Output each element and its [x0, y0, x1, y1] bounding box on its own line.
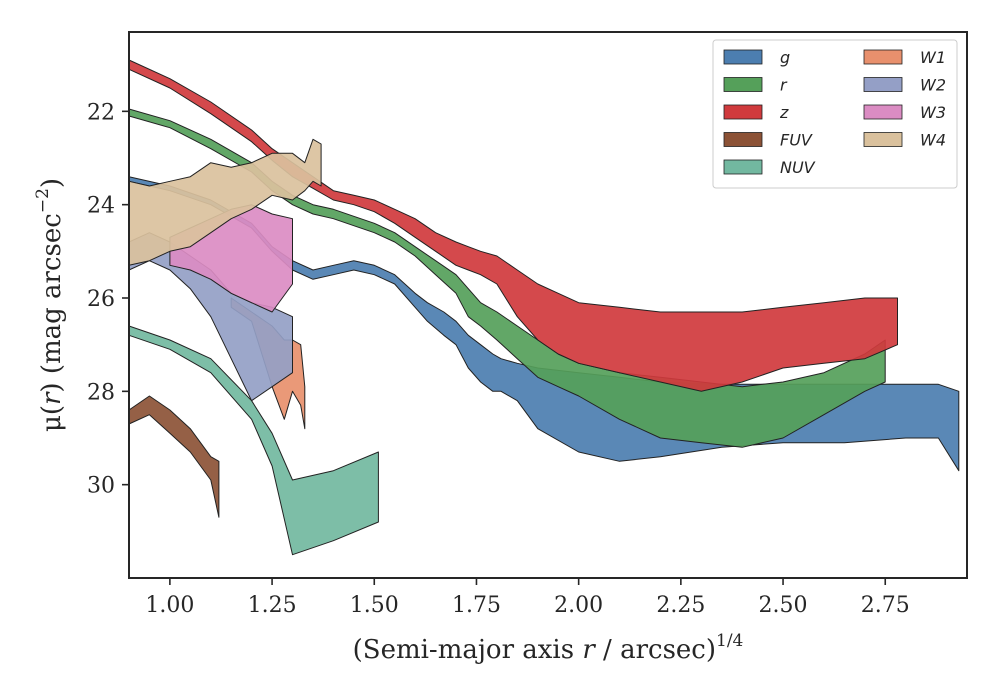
legend-label-z: z — [779, 103, 789, 122]
legend-swatch-fuv — [723, 132, 763, 147]
y-tick-label: 30 — [87, 474, 115, 499]
band-z — [128, 59, 898, 392]
legend-swatch-w1 — [863, 49, 903, 65]
y-tick-label: 26 — [87, 287, 115, 312]
legend-swatch-w3 — [863, 104, 903, 120]
x-axis-label-tail: / arcsec) — [595, 635, 716, 665]
y-axis-label-main: μ( — [37, 405, 67, 432]
x-axis-label-main: (Semi-major axis — [353, 635, 583, 665]
y-tick-label: 28 — [87, 380, 115, 405]
x-tick-label: 2.25 — [656, 593, 705, 618]
legend-label-w1: W1 — [920, 48, 946, 67]
legend-box — [712, 39, 958, 189]
x-tick-label: 1.00 — [145, 593, 194, 618]
x-tick-label: 1.75 — [452, 593, 501, 618]
y-tick-label: 22 — [87, 100, 115, 125]
legend-label-w2: W2 — [920, 76, 946, 95]
y-axis-label-exp: −2 — [33, 188, 53, 213]
legend-items: grz FUV NUV W1 W2 W3 W4 — [723, 48, 946, 177]
x-axis-label-var: r — [582, 635, 596, 665]
legend-label-nuv: NUV — [780, 158, 816, 177]
y-axis-label-var: r — [37, 391, 67, 405]
y-axis-label: μ(r) (mag arcsec−2) — [33, 178, 67, 432]
y-tick-label: 24 — [87, 194, 115, 219]
legend-label-w4: W4 — [920, 131, 946, 150]
x-tick-label: 1.25 — [248, 593, 297, 618]
legend-swatch-z — [723, 104, 763, 120]
band-w4 — [128, 138, 322, 266]
legend-swatch-r — [723, 77, 763, 92]
plot-frame — [128, 31, 968, 579]
legend-label-r: r — [780, 76, 788, 95]
y-axis-ticks: 22 24 26 28 30 — [87, 100, 129, 499]
legend: grz FUV NUV W1 W2 W3 W4 — [712, 39, 958, 189]
chart-bands — [128, 59, 960, 556]
x-tick-label: 1.50 — [350, 593, 399, 618]
legend-swatch-nuv — [723, 159, 763, 175]
legend-swatch-g — [723, 49, 763, 65]
legend-swatch-w2 — [863, 77, 903, 92]
legend-label-g: g — [780, 48, 790, 67]
x-tick-label: 2.50 — [759, 593, 808, 618]
y-axis-label-tail: ) (mag arcsec — [37, 213, 67, 392]
x-tick-label: 2.75 — [861, 593, 910, 618]
legend-label-w3: W3 — [920, 103, 946, 122]
band-fuv — [128, 395, 220, 518]
legend-label-fuv: FUV — [780, 131, 813, 150]
band-nuv — [128, 325, 379, 556]
legend-swatch-w4 — [863, 132, 903, 147]
x-axis-ticks: 1.00 1.25 1.50 1.75 2.00 2.25 2.50 2.75 — [145, 578, 910, 618]
x-axis-label: (Semi-major axis r / arcsec)1/4 — [353, 631, 744, 665]
x-tick-label: 2.00 — [554, 593, 603, 618]
band-r — [128, 108, 886, 448]
y-axis-label-close: ) — [37, 178, 67, 188]
x-axis-label-exp: 1/4 — [716, 631, 743, 651]
